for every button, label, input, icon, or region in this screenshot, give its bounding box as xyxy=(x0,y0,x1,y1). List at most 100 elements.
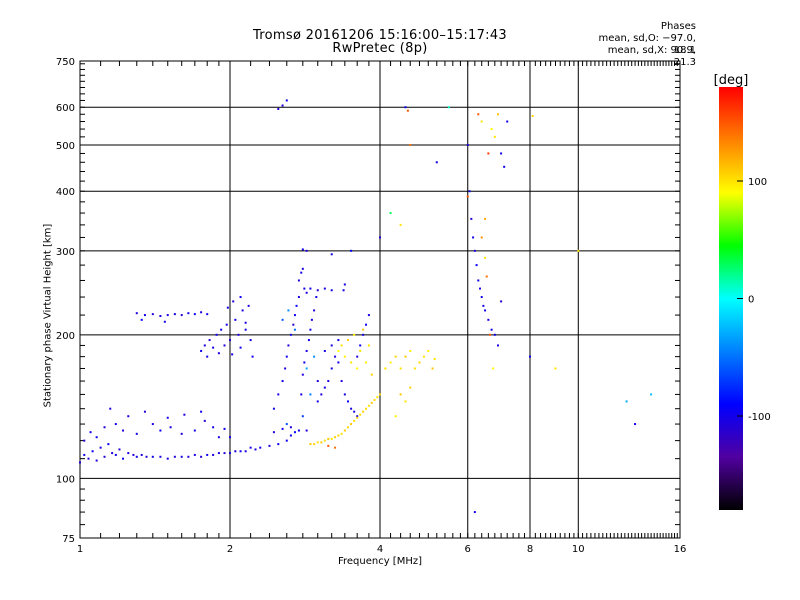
data-point xyxy=(496,344,499,347)
data-point xyxy=(229,339,231,342)
data-point xyxy=(330,253,333,256)
x-tick-label: 16 xyxy=(674,544,687,555)
colorbar-tick-label: 0 xyxy=(748,295,754,306)
colorbar-label: [deg] xyxy=(714,73,749,88)
x-tick-label: 4 xyxy=(377,544,383,555)
data-point xyxy=(350,407,353,410)
data-point xyxy=(389,212,392,215)
data-point xyxy=(353,410,356,413)
data-point xyxy=(334,355,337,358)
data-point xyxy=(151,313,154,316)
data-point xyxy=(297,296,300,299)
data-point xyxy=(166,416,169,419)
data-point xyxy=(466,143,469,146)
data-point xyxy=(554,367,557,370)
data-point xyxy=(159,315,162,318)
data-point xyxy=(466,195,469,198)
data-point xyxy=(468,190,471,193)
data-point xyxy=(287,309,290,312)
data-point xyxy=(208,339,211,342)
data-point xyxy=(239,296,242,299)
data-point xyxy=(356,415,359,418)
data-point xyxy=(362,333,365,336)
data-point xyxy=(109,407,112,410)
data-point xyxy=(484,217,487,220)
data-point xyxy=(225,323,228,326)
data-point xyxy=(220,328,223,331)
data-point xyxy=(506,120,509,123)
data-point xyxy=(473,511,476,514)
data-point xyxy=(114,423,117,426)
data-point xyxy=(111,452,114,455)
data-point xyxy=(206,453,209,456)
data-point xyxy=(143,314,146,317)
data-point xyxy=(215,333,218,336)
data-point xyxy=(200,311,203,314)
data-point xyxy=(350,361,353,364)
data-point xyxy=(293,431,296,434)
data-point xyxy=(346,426,349,429)
data-point xyxy=(634,423,637,426)
data-point xyxy=(313,309,316,312)
data-point xyxy=(244,321,247,324)
data-point xyxy=(480,120,483,123)
data-point xyxy=(249,339,252,342)
data-point xyxy=(313,355,316,358)
data-point xyxy=(477,279,480,282)
data-point xyxy=(118,448,121,451)
data-point xyxy=(301,267,304,270)
data-point xyxy=(223,344,226,347)
data-point xyxy=(529,355,531,358)
data-point xyxy=(87,457,90,460)
data-point xyxy=(300,393,303,396)
data-point xyxy=(244,328,247,331)
data-point xyxy=(359,413,362,416)
data-point xyxy=(281,427,284,430)
data-point xyxy=(309,328,312,331)
data-point xyxy=(343,283,346,286)
data-point xyxy=(342,289,345,292)
y-tick-label: 100 xyxy=(56,474,75,485)
data-point xyxy=(379,236,381,239)
data-point xyxy=(135,312,138,315)
data-point xyxy=(193,429,196,432)
data-point xyxy=(212,346,215,349)
data-point xyxy=(479,287,482,290)
data-point xyxy=(353,419,356,422)
data-point xyxy=(249,446,252,449)
data-point xyxy=(281,318,284,321)
data-point xyxy=(337,434,340,437)
data-point xyxy=(169,426,172,429)
data-point xyxy=(500,152,503,155)
data-point xyxy=(472,236,475,239)
data-point xyxy=(301,373,304,376)
colorbar-tick-label: -100 xyxy=(748,412,771,423)
title-line-2: RwPretec (8p) xyxy=(332,41,428,56)
data-point xyxy=(281,104,284,107)
data-point xyxy=(389,361,392,364)
data-point xyxy=(309,393,312,396)
data-point xyxy=(226,306,229,309)
data-point xyxy=(330,367,333,370)
data-point xyxy=(305,291,308,294)
data-point xyxy=(356,416,359,419)
data-point xyxy=(373,399,376,402)
data-point xyxy=(376,396,379,399)
data-point xyxy=(500,300,503,303)
data-point xyxy=(187,455,190,458)
data-point xyxy=(272,407,275,410)
data-point xyxy=(212,426,215,429)
data-point xyxy=(127,452,130,455)
y-tick-label: 750 xyxy=(56,57,75,68)
data-point xyxy=(200,410,203,413)
plot-frame xyxy=(79,60,681,539)
data-point xyxy=(370,373,373,376)
data-point xyxy=(316,380,319,383)
data-point xyxy=(418,361,421,364)
data-point xyxy=(323,287,326,290)
data-point xyxy=(285,423,288,426)
data-point xyxy=(490,128,493,131)
data-point xyxy=(277,393,280,396)
data-point xyxy=(140,453,143,456)
